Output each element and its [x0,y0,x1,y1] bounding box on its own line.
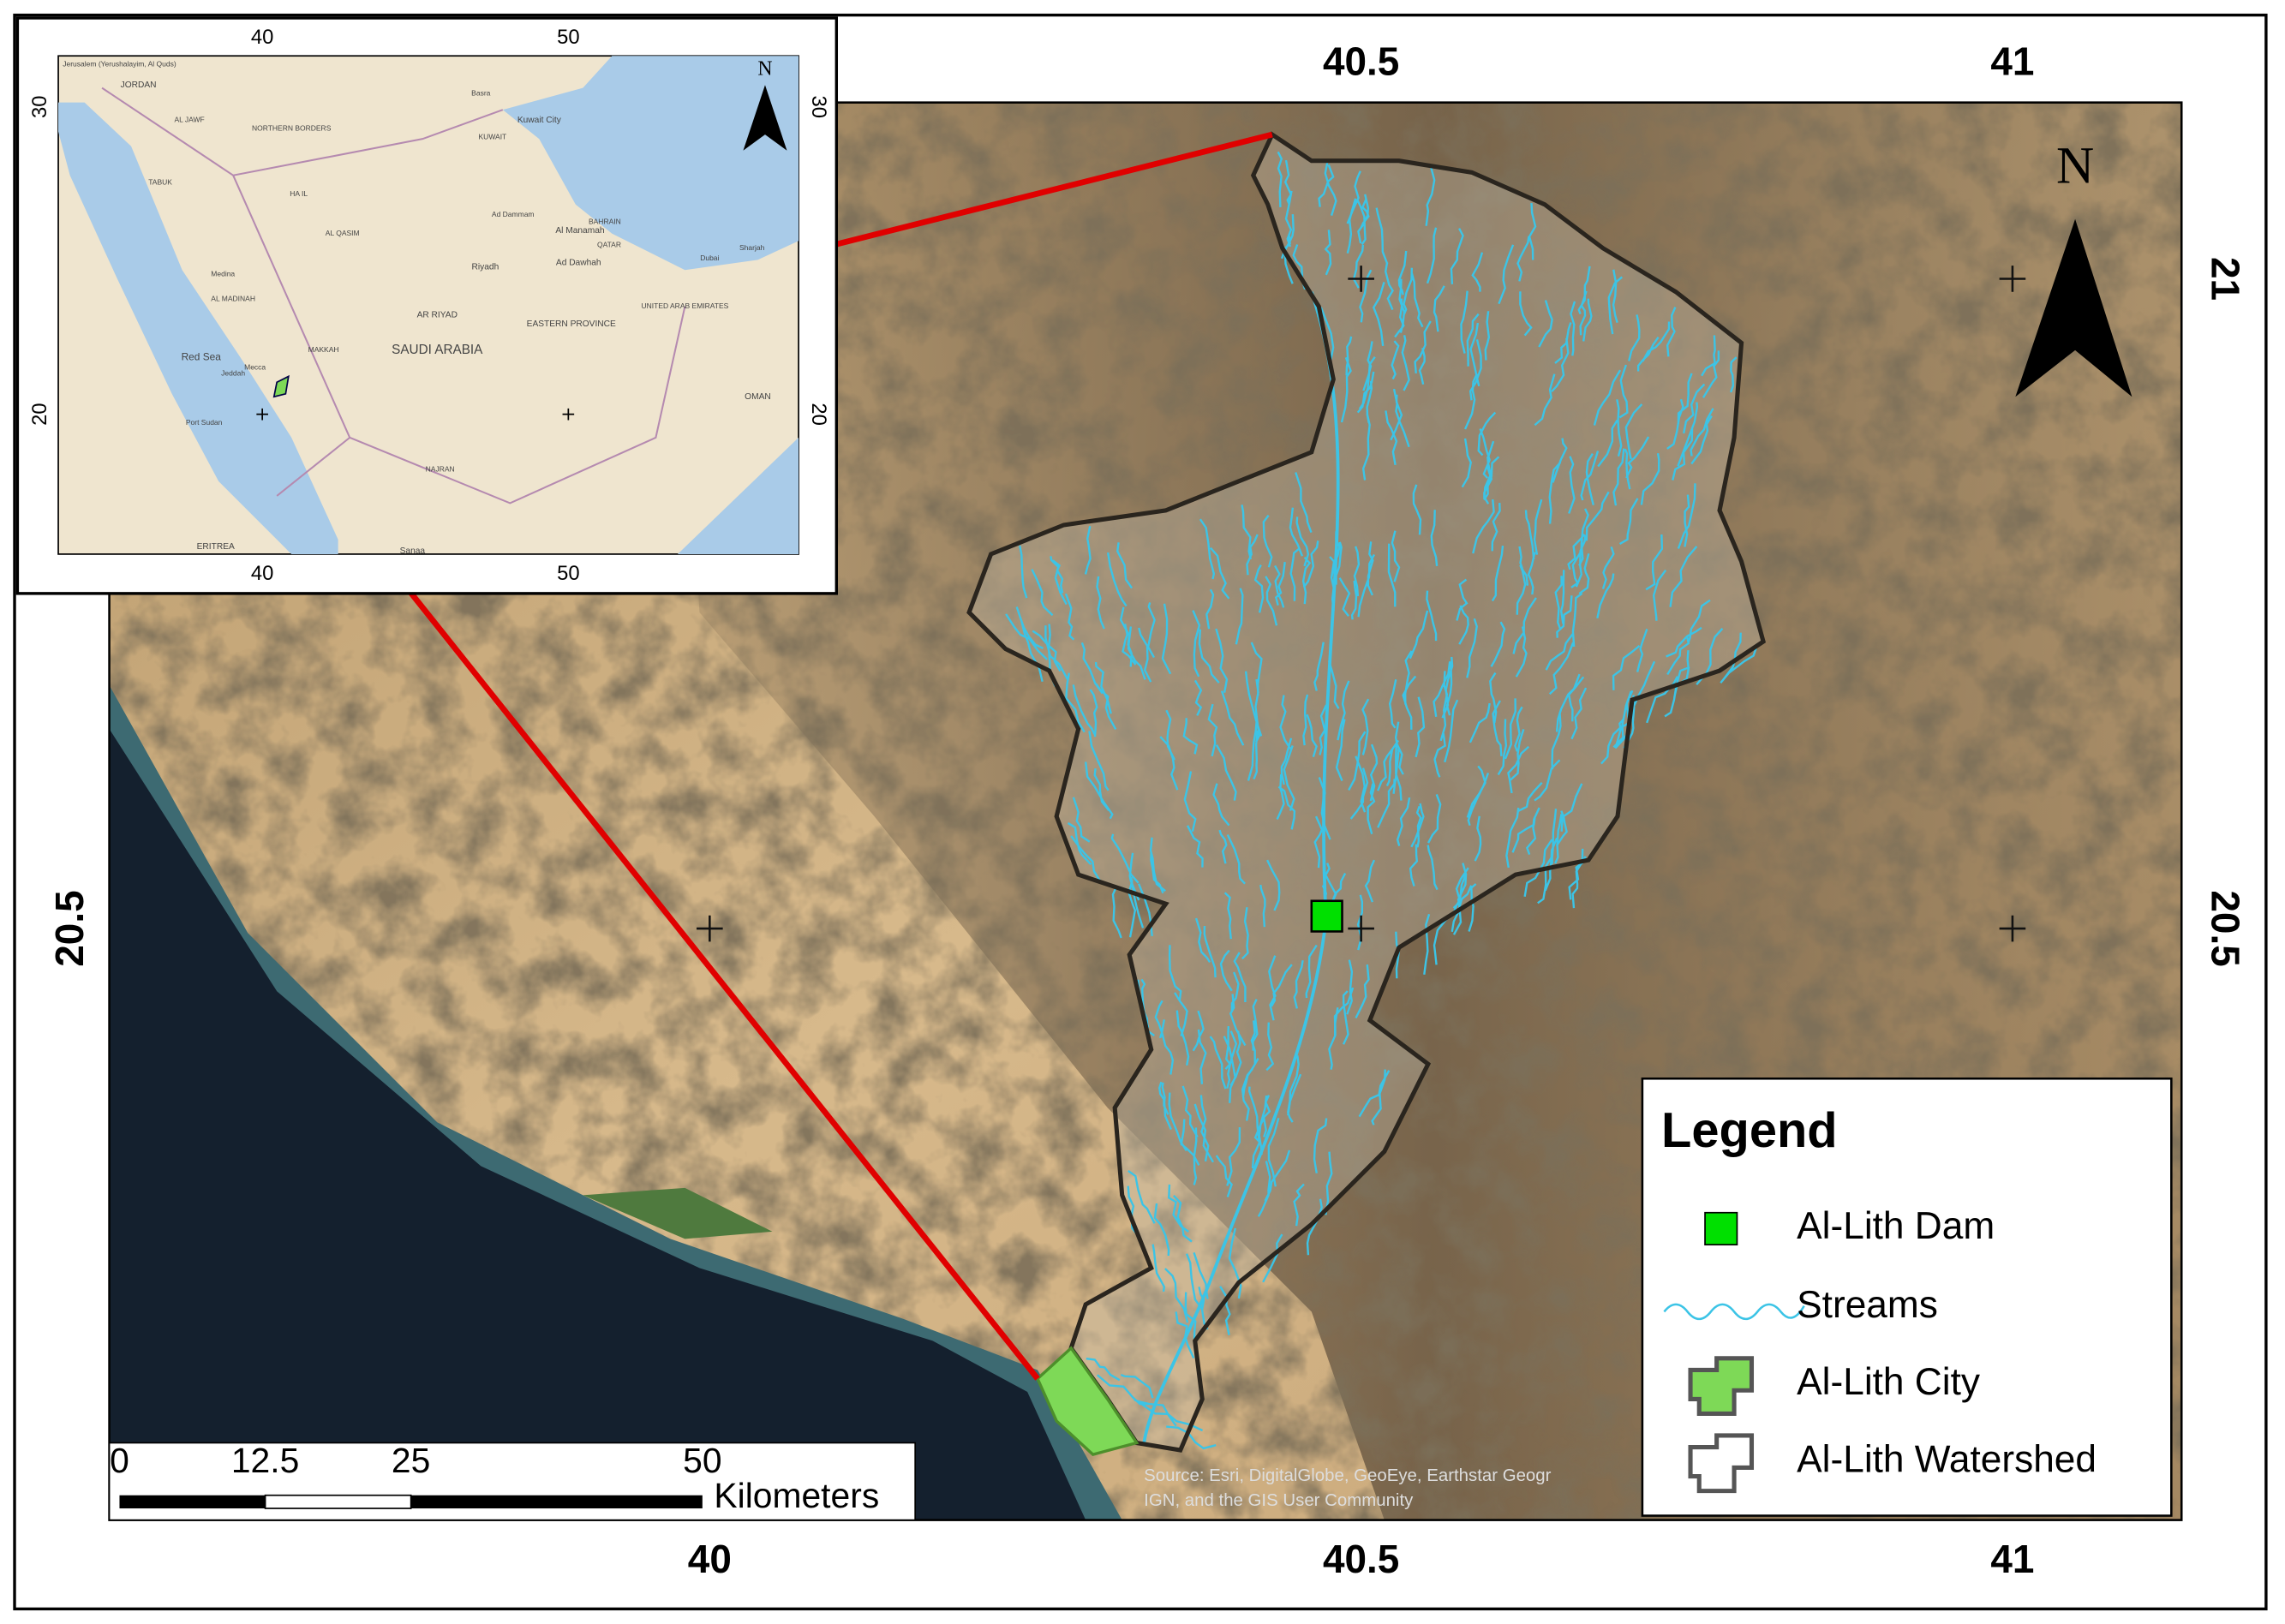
inset-place-label: Red Sea [182,350,222,362]
right-coordinate: 20.5 [2204,890,2248,966]
bottom-coordinate: 41 [1990,1537,2034,1581]
inset-place-label: KUWAIT [479,133,507,141]
al-lith-dam [1310,899,1343,933]
inset-top-coordinate: 50 [557,26,579,49]
scale-tick-label: 12.5 [231,1441,299,1480]
scale-unit: Kilometers [714,1476,879,1515]
inset-top-coordinate: 40 [251,26,273,49]
legend-label: Al-Lith City [1797,1361,1981,1403]
inset-place-label: Ad Dawhah [556,258,601,267]
graticule-cross [1999,266,2026,292]
graticule-cross [1348,915,1374,942]
inset-place-label: AL MADINAH [211,295,255,303]
legend-watershed [1688,1433,1755,1494]
inset-sea [502,56,799,271]
inset-place-label: NAJRAN [426,465,455,474]
legend-label: Streams [1797,1284,1938,1326]
inset-north-label: N [757,58,772,81]
inset-place-label: BAHRAIN [589,217,621,225]
north-label: N [2056,137,2094,195]
inset-place-label: EASTERN PROVINCE [527,319,616,329]
inset-right-coordinate: 20 [807,403,830,425]
main-frame [108,101,2183,1521]
inset-place-label: HA IL [290,189,308,198]
inset-place-label: Sharjah [739,243,765,252]
inset-place-label: MAKKAH [308,345,339,354]
inset-place-label: OMAN [745,392,771,402]
legend-dam [1704,1211,1738,1246]
inset-sea [58,102,338,554]
legend-city [1688,1356,1755,1417]
bottom-coordinate: 40 [688,1537,732,1581]
inset-place-label: AL JAWF [174,115,204,123]
inset-place-label: NORTHERN BORDERS [252,124,332,133]
inset-bottom-coordinate: 50 [557,562,579,585]
inset-place-label: JORDAN [121,81,157,90]
right-coordinate: 21 [2204,257,2248,301]
inset-north-arrow [743,85,787,151]
inset-map: Jerusalem (Yerushalayim, Al Quds) JORDAN A… [57,55,799,556]
inset-place-label: AL QASIM [326,229,360,237]
bottom-coordinate: 40.5 [1323,1537,1399,1581]
inset-place-label: Al Manamah [555,226,604,236]
inset-place-label: Dubai [700,254,719,262]
inset-left-coordinate: 30 [28,96,51,118]
inset-place-label: Sanaa [400,546,426,556]
sea [109,729,1086,1520]
legend-streams [1663,1303,1805,1321]
inset-place-label: ERITREA [197,542,235,552]
inset-place-label: Ad Dammam [492,210,535,218]
inset-bottom-coordinate: 40 [251,562,273,585]
attribution: IGN, and the GIS User Community [1144,1491,1414,1510]
inset-place-label: Basra [471,89,490,98]
inset-graticule-cross [562,408,575,421]
inset-place-label: AR RIYAD [417,311,458,320]
attribution: Source: Esri, DigitalGlobe, GeoEye, Eart… [1144,1466,1551,1485]
scale-segment [410,1495,703,1509]
north-arrow [2015,218,2132,397]
inset-right-coordinate: 30 [807,96,830,118]
top-coordinate: 40.5 [1323,39,1399,84]
inset-place-label: Port Sudan [186,418,223,427]
inset-place-label: Medina [211,270,235,278]
left-coordinate: 20.5 [47,890,92,966]
graticule-cross [1348,266,1374,292]
legend-label: Al-Lith Watershed [1797,1438,2097,1480]
top-coordinate: 41 [1990,39,2034,84]
inset-place-label: TABUK [148,177,172,186]
inset-place-label: UNITED ARAB EMIRATES [641,302,728,310]
inset-borders [101,87,686,505]
inset-place-label: Mecca [244,362,266,371]
legend-label: Al-Lith Dam [1797,1205,1995,1247]
main-channel [1142,291,1340,1443]
legend-title: Legend [1661,1103,1838,1158]
scale-tick-label: 50 [683,1441,721,1480]
scale-tick-label: 0 [110,1441,129,1480]
inset-study-area [272,374,290,398]
inset-graticule-cross [256,408,268,421]
inset-place-label: Kuwait City [517,116,562,125]
inset-place-label: QATAR [597,241,621,249]
scale-segment [264,1494,412,1509]
graticule-cross [697,915,723,942]
graticule-cross [1999,915,2026,942]
scale-tick-label: 25 [392,1441,430,1480]
inset-place-label: Jerusalem (Yerushalayim, Al Quds) [63,60,176,69]
inset-left-coordinate: 20 [28,403,51,425]
inset-place-label: SAUDI ARABIA [392,343,483,357]
inset-place-label: Jeddah [221,368,245,377]
al-lith-city [1035,1346,1140,1456]
scale-segment [119,1495,266,1509]
inset-place-label: Riyadh [472,263,499,272]
lagoon [583,1187,773,1239]
